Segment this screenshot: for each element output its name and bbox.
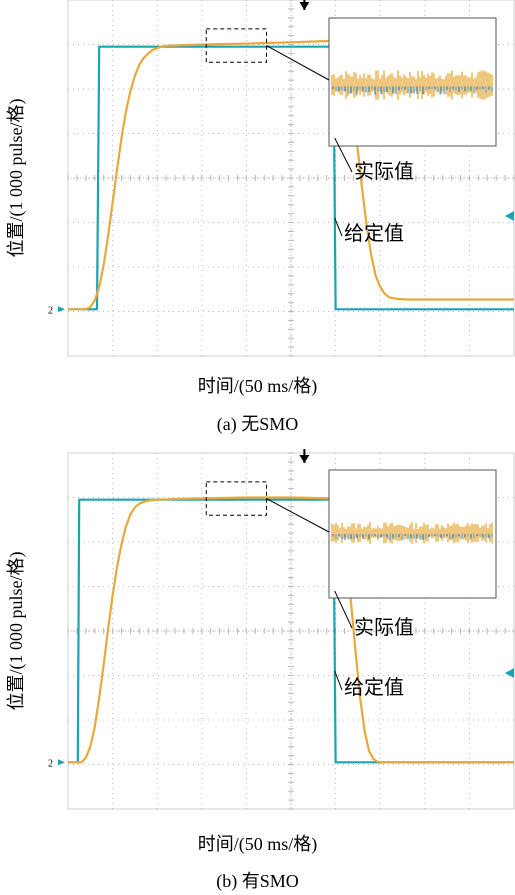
annotation-actual: 实际值 [354, 616, 414, 639]
inset-traces [331, 522, 493, 544]
inset-connector [266, 498, 330, 533]
grid [67, 0, 515, 357]
y-axis-label: 位置/(1 000 pulse/格) [6, 552, 27, 711]
annotation-actual: 实际值 [354, 160, 414, 183]
annotation-actual-leader [334, 137, 353, 173]
annotation-setpoint: 给定值 [344, 676, 404, 699]
series-actual-line [68, 39, 514, 311]
trigger-level-marker [505, 668, 514, 678]
x-axis-label-a: 时间/(50 ms/格) [197, 376, 318, 396]
channel-marker-label: 2 [48, 305, 53, 316]
series-actual-line [68, 496, 514, 764]
channel-marker-arrow [58, 759, 65, 766]
chart-panel-a: 2 实际值给定值 位置/(1 000 pulse/格) [0, 0, 515, 360]
annotation-setpoint: 给定值 [344, 222, 404, 245]
trigger-level-marker [505, 211, 514, 221]
annotation-actual-leader [334, 590, 353, 629]
y-axis-label: 位置/(1 000 pulse/格) [6, 99, 27, 258]
zoom-box [205, 481, 267, 516]
chart-panel-b: 2 实际值给定值 位置/(1 000 pulse/格) [0, 449, 515, 813]
annotation-setpoint-leader [334, 217, 343, 237]
caption-b: (b) 有SMO [216, 871, 299, 891]
zoom-box [205, 28, 267, 63]
x-axis-label-b: 时间/(50 ms/格) [197, 834, 318, 854]
inset-connector [266, 45, 330, 81]
caption-a: (a) 无SMO [216, 414, 299, 434]
annotation-setpoint-leader [334, 670, 343, 691]
inset-traces [331, 70, 493, 100]
channel-marker-arrow [58, 306, 65, 313]
channel-marker-label: 2 [48, 758, 53, 769]
